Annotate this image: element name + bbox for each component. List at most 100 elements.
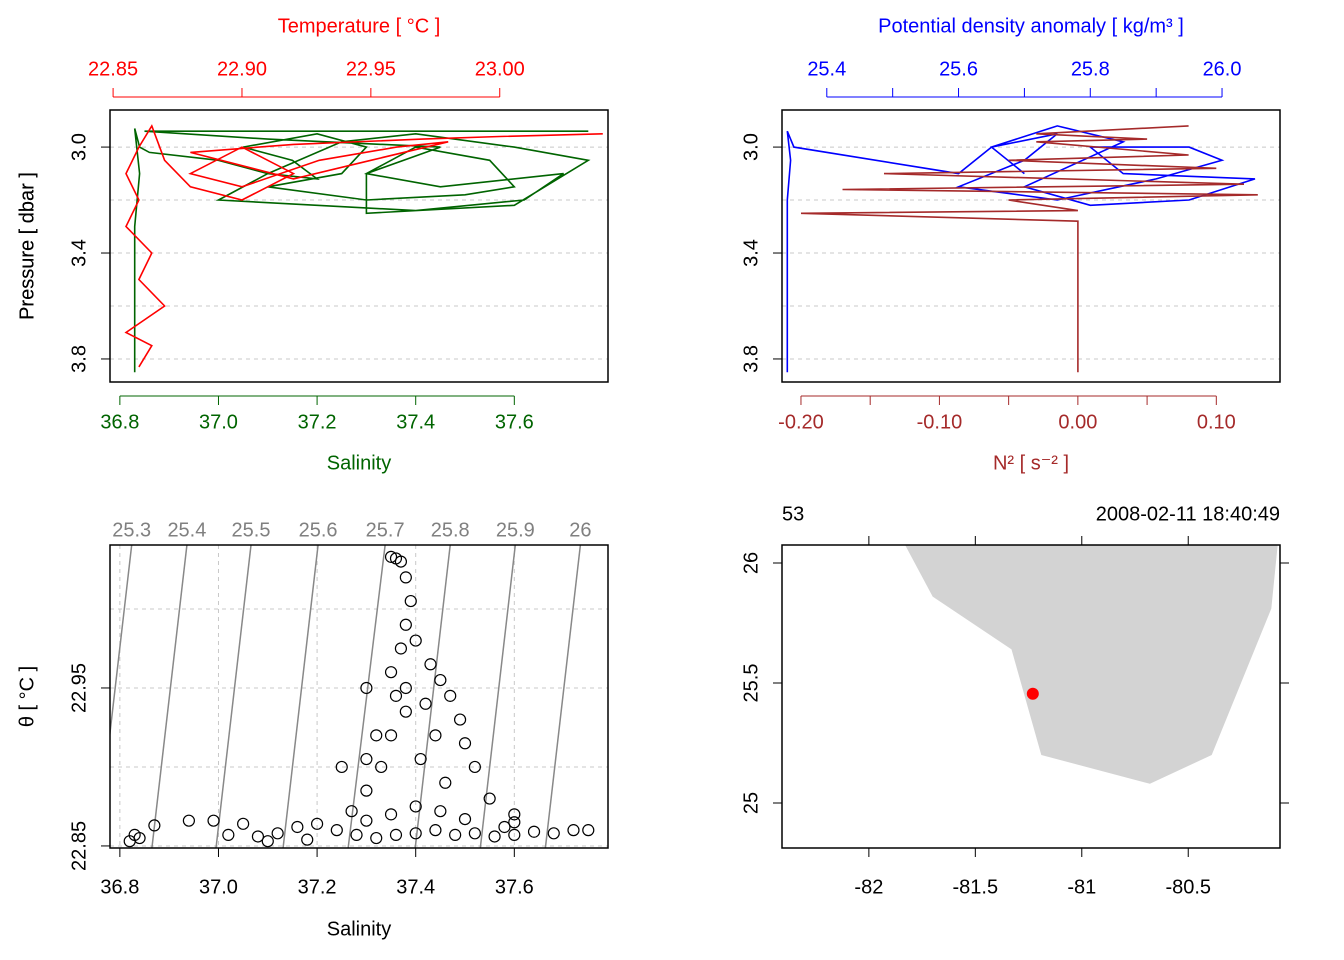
- point: [488, 830, 501, 843]
- isopycnal-label: 25.5: [232, 519, 271, 541]
- x-tick-label: 25.6: [939, 58, 978, 80]
- y-tick-label: 3.8: [740, 345, 762, 373]
- point: [414, 752, 427, 766]
- point: [468, 827, 481, 840]
- point: [399, 571, 412, 584]
- x-axis-title: Salinity: [327, 452, 391, 474]
- x-tick-label: 37.0: [199, 411, 238, 433]
- point: [301, 833, 314, 846]
- y-axis-title: Pressure [ dbar ]: [16, 172, 38, 320]
- point: [404, 594, 417, 608]
- point: [370, 831, 383, 845]
- point: [468, 760, 481, 774]
- x-tick-label: 37.4: [396, 876, 435, 898]
- y-tick-label: 25.5: [740, 664, 762, 703]
- land: [905, 545, 1278, 784]
- point: [271, 827, 284, 840]
- point: [291, 820, 304, 834]
- x-tick-label: 37.0: [199, 876, 238, 898]
- x-tick-label: 22.95: [346, 58, 396, 80]
- profile-line: [124, 124, 603, 368]
- point: [508, 816, 521, 829]
- x-tick-label: 25.8: [1071, 58, 1110, 80]
- point: [399, 681, 412, 695]
- x-tick-label: 36.8: [100, 411, 139, 433]
- point: [508, 808, 521, 821]
- y-axis-title: θ [ °C ]: [16, 666, 38, 727]
- point: [345, 805, 358, 818]
- isopycnal: [414, 545, 451, 848]
- point: [394, 642, 408, 655]
- point: [458, 812, 472, 826]
- point: [360, 752, 373, 766]
- point: [330, 824, 343, 837]
- isopycnal-label: 25.9: [496, 519, 535, 541]
- profile-line: [800, 125, 1258, 373]
- point: [449, 828, 462, 841]
- point: [360, 681, 373, 695]
- point: [133, 831, 146, 845]
- point: [434, 673, 447, 687]
- point: [424, 658, 437, 671]
- point: [182, 814, 195, 827]
- point: [237, 817, 250, 830]
- x-tick-label: 37.6: [495, 876, 534, 898]
- x-tick-label: 26.0: [1203, 58, 1242, 80]
- x-tick-label: -0.20: [778, 411, 824, 433]
- point: [335, 760, 348, 774]
- point: [498, 820, 511, 834]
- x-tick-label: 0.10: [1197, 411, 1236, 433]
- isopycnal: [110, 545, 133, 740]
- y-tick-label: 25: [740, 792, 762, 814]
- point: [439, 776, 452, 789]
- point: [350, 828, 363, 841]
- point: [370, 729, 383, 742]
- x-tick-label: 0.00: [1058, 411, 1097, 433]
- x-tick-label: 23.00: [475, 58, 525, 80]
- isopycnal: [215, 545, 252, 848]
- x-axis-title: N² [ s⁻² ]: [993, 452, 1069, 474]
- point: [527, 825, 541, 838]
- point: [547, 827, 560, 840]
- y-tick-label: 3.8: [68, 345, 90, 373]
- point: [360, 784, 373, 797]
- plot-frame: [109, 109, 609, 383]
- plot-frame: [781, 109, 1281, 383]
- x2-axis-title: Temperature [ °C ]: [278, 15, 441, 37]
- x-tick-label: -0.10: [917, 411, 963, 433]
- point: [389, 689, 403, 702]
- y-axis-title: Pressure [ dbar ]: [16, 172, 38, 320]
- x-tick-label: 37.6: [495, 411, 534, 433]
- isopycnal-label: 26: [569, 519, 591, 541]
- station-time: 2008-02-11 18:40:49: [1096, 503, 1280, 525]
- isopycnal-label: 25.3: [112, 519, 151, 541]
- isopycnal-label: 25.8: [431, 519, 470, 541]
- isopycnal: [282, 545, 319, 848]
- point: [384, 808, 398, 821]
- point: [394, 555, 408, 568]
- x-axis-title: Salinity: [327, 918, 391, 940]
- point: [148, 819, 161, 832]
- x-tick-label: -81: [1067, 876, 1096, 898]
- station: [1026, 687, 1039, 700]
- x-tick-label: 37.2: [298, 411, 337, 433]
- point: [458, 737, 472, 750]
- x2-axis-title: Potential density anomaly [ kg/m³ ]: [878, 15, 1184, 37]
- isopycnal-label: 25.6: [299, 519, 338, 541]
- point: [429, 729, 442, 742]
- point: [375, 760, 388, 774]
- y-tick-label: 22.85: [68, 821, 90, 871]
- point: [399, 705, 412, 718]
- point: [310, 817, 324, 830]
- point: [251, 830, 265, 843]
- profile-line: [786, 125, 1256, 373]
- point: [389, 828, 403, 841]
- station-id: 53: [782, 503, 804, 525]
- point: [582, 824, 595, 837]
- y-tick-label: 26: [740, 552, 762, 574]
- point: [429, 824, 442, 837]
- plot-frame: [781, 544, 1281, 849]
- isopycnal-label: 25.4: [167, 519, 206, 541]
- x-tick-label: 37.4: [396, 411, 435, 433]
